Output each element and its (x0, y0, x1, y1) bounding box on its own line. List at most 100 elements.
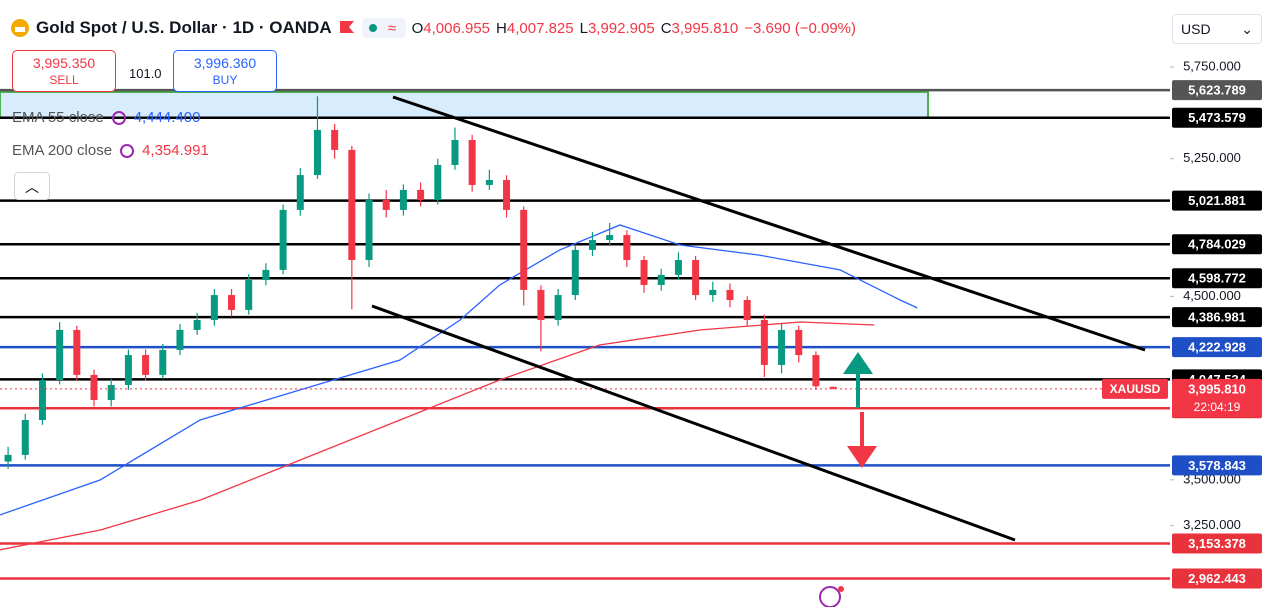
candle-body (829, 386, 837, 389)
y-tick-label: 4,500.000 (1183, 288, 1241, 303)
ohlc-value: 4,006.955 (423, 19, 491, 37)
drawings (371, 95, 1146, 607)
symbol-title: Gold Spot / U.S. Dollar · 1D · OANDA (36, 18, 332, 37)
flag-icon (339, 21, 354, 33)
svg-text:≈: ≈ (388, 20, 396, 37)
gold-icon (11, 19, 29, 37)
alert-icon[interactable] (819, 586, 841, 607)
candle-body (159, 349, 167, 375)
arrow-up-head (843, 352, 873, 374)
price-box (1172, 268, 1262, 289)
price-box-label: 5,623.789 (1188, 83, 1246, 98)
symbol-tag (1102, 378, 1168, 399)
currency-dropdown[interactable]: USD ⌄ (1172, 14, 1262, 44)
price-box (1172, 190, 1262, 211)
header: Gold Spot / U.S. Dollar · 1D · OANDA ≈ O… (10, 17, 862, 39)
sell-label: SELL (49, 73, 79, 87)
sell-price: 3,995.350 (32, 55, 96, 71)
ohlc-letter: C (660, 19, 672, 37)
candle-body (399, 189, 407, 210)
candle-body (210, 295, 218, 321)
candle-body (365, 200, 373, 261)
candle-body (107, 384, 115, 401)
buy-button[interactable]: 3,996.360 BUY (173, 50, 277, 92)
ohlc-letter: H (496, 19, 507, 37)
candle-body (382, 200, 390, 210)
price-box (1172, 80, 1262, 101)
price-box (1172, 107, 1262, 128)
ema-name: EMA 200 close (12, 142, 113, 159)
price-box-label: 4,222.928 (1188, 340, 1246, 355)
current-price-box (1172, 378, 1262, 417)
candle-body (296, 175, 304, 210)
price-box-label: 2,962.443 (1188, 571, 1246, 586)
trendline (371, 304, 1016, 542)
candle-body (503, 180, 511, 210)
sell-button[interactable]: 3,995.350 SELL (12, 50, 116, 92)
price-box-label: 5,473.579 (1188, 110, 1246, 125)
price-box-label: 4,784.029 (1188, 237, 1246, 252)
ohlc-letter: O (411, 19, 424, 37)
price-box-label: 3,153.378 (1188, 536, 1246, 551)
candle-body (417, 189, 425, 201)
candle-body (623, 235, 631, 261)
status-icons: ≈ (361, 18, 406, 38)
plot-layer: XAUUSD (0, 88, 1170, 580)
candle-body (73, 329, 81, 375)
ohlc-value: 3,992.905 (587, 19, 655, 37)
candle-body (588, 240, 596, 250)
candle-body (571, 249, 579, 296)
candle-body (468, 140, 476, 185)
candle-body (38, 380, 46, 421)
ohlc-letter: L (579, 19, 588, 37)
candle-body (520, 209, 528, 290)
under-layer (0, 91, 929, 119)
candle-body (245, 280, 253, 310)
alert-dot (838, 586, 844, 592)
currency: USD (1181, 21, 1211, 37)
ohlc-value: 3,995.810 (671, 19, 739, 37)
ohlc-value: 4,007.825 (506, 19, 574, 37)
ema-legend: EMA 55 close 4,444.400 (12, 109, 200, 126)
y-tick-label: 5,750.000 (1183, 58, 1241, 73)
spread: 101.0 (129, 66, 162, 81)
zone-box (0, 91, 929, 119)
candle-body (709, 289, 717, 296)
candle-body (313, 129, 321, 176)
ema-value: 4,444.400 (133, 109, 201, 126)
price-box (1172, 307, 1262, 328)
ema-line (0, 321, 875, 551)
ema-value: 4,354.991 (142, 142, 209, 159)
arrow-down-head (847, 446, 877, 468)
candle-body (331, 129, 339, 150)
candle-body (692, 260, 700, 296)
candle-body (90, 374, 98, 401)
trendline (392, 95, 1146, 352)
axis-bg (1170, 0, 1280, 607)
price-box-label: 4,598.772 (1188, 271, 1246, 286)
candle-body (674, 260, 682, 275)
candle-body (193, 320, 201, 330)
candle-body (124, 355, 132, 385)
candle-body (4, 454, 12, 462)
candle-body (21, 420, 29, 455)
price-box (1172, 337, 1262, 358)
candle-body (795, 329, 803, 356)
candle-body (142, 355, 150, 375)
candle-body (434, 164, 442, 201)
candle-body (537, 289, 545, 321)
price-box (1172, 568, 1262, 589)
price-axis: 5,750.0005,250.0004,500.0003,500.0003,25… (1170, 0, 1280, 607)
price-box (1172, 533, 1262, 554)
collapse-button[interactable]: ︿ (14, 172, 50, 200)
candle-body (760, 320, 768, 365)
candle-body (56, 329, 64, 381)
change: −3.690 (−0.09%) (744, 19, 857, 37)
candle-body (262, 269, 270, 281)
price-box (1172, 234, 1262, 255)
price-box-label: 4,386.981 (1188, 310, 1246, 325)
price-box-label: 5,021.881 (1188, 193, 1246, 208)
current-price-label: 3,995.810 (1188, 381, 1246, 396)
ema-legend: EMA 200 close 4,354.991 (12, 142, 209, 159)
